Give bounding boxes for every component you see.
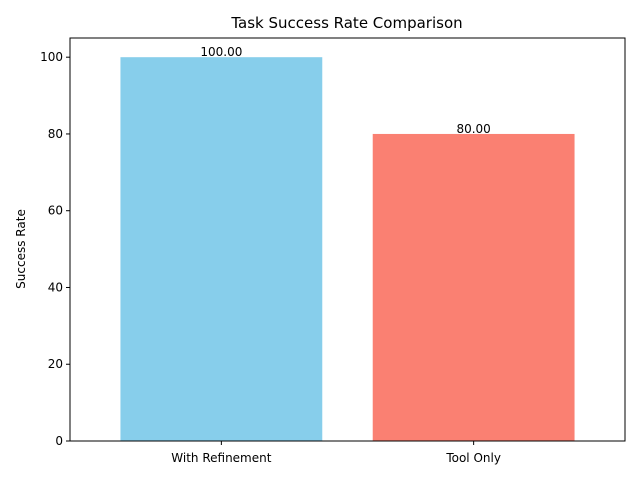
bar-value-label: 80.00 [456,122,490,136]
y-tick-label: 20 [48,357,63,371]
chart-title: Task Success Rate Comparison [230,14,462,32]
data-labels-layer: 100.00 80.00 [200,45,490,136]
y-tick-label: 0 [55,434,63,448]
y-axis-label: Success Rate [14,209,28,289]
y-tick-label: 100 [40,50,63,64]
y-axis-ticks: 0 20 40 60 80 100 [40,50,70,448]
bar [120,57,323,441]
y-tick-label: 80 [48,127,63,141]
plot-frame [69,37,626,442]
bar [372,133,575,441]
x-tick-label: With Refinement [171,451,271,465]
y-tick-label: 60 [48,204,63,218]
bars-layer [120,57,575,441]
x-axis-ticks: With Refinement Tool Only [171,441,501,465]
x-tick-label: Tool Only [445,451,501,465]
y-tick-label: 40 [48,280,63,294]
bar-value-label: 100.00 [200,45,242,59]
